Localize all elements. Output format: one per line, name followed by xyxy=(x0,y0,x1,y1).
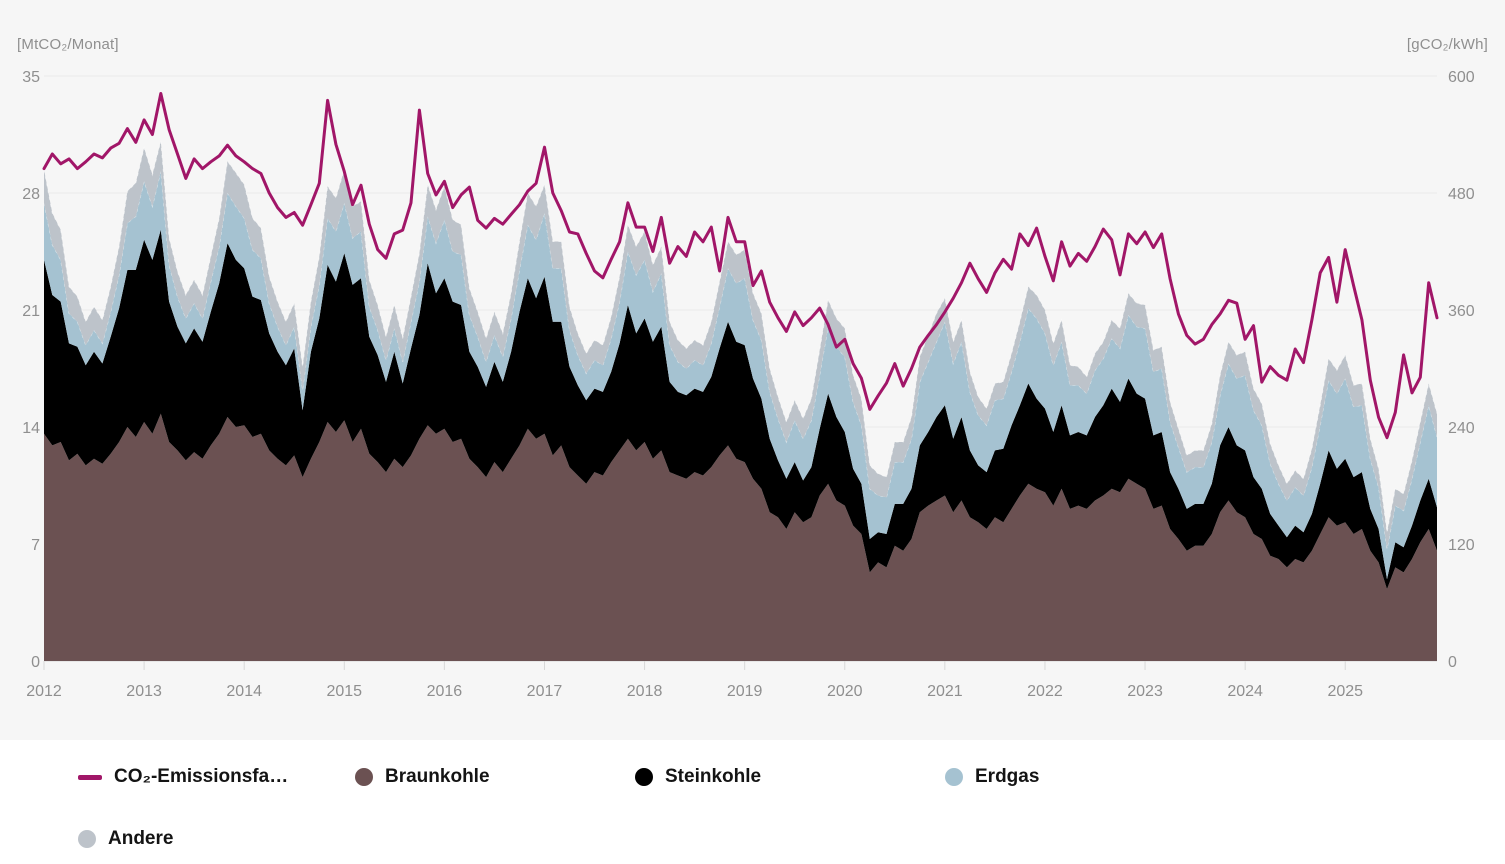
y-axis-left-tick-label: 0 xyxy=(31,654,40,671)
y-axis-left-tick-label: 14 xyxy=(22,420,40,437)
y-axis-right-tick-label: 480 xyxy=(1448,186,1475,203)
x-axis-year-label: 2024 xyxy=(1227,683,1263,700)
right-axis-unit-label: [gCO₂/kWh] xyxy=(1406,36,1488,53)
y-axis-left-tick-label: 7 xyxy=(31,537,40,554)
x-axis-year-label: 2017 xyxy=(527,683,563,700)
legend-circle-marker-icon xyxy=(945,768,963,786)
y-axis-left-tick-label: 35 xyxy=(22,69,40,86)
y-axis-left-tick-label: 28 xyxy=(22,186,40,203)
x-axis-year-label: 2014 xyxy=(226,683,262,700)
chart-legend: CO₂-Emissionsfa… Braunkohle Steinkohle Erdg… xyxy=(0,740,1505,864)
legend-circle-marker-icon xyxy=(635,768,653,786)
legend-line-marker-icon xyxy=(78,774,102,780)
y-axis-left-tick-label: 21 xyxy=(22,303,40,320)
area-erdgas[interactable] xyxy=(44,171,1437,580)
left-axis-unit-label: [MtCO₂/Monat] xyxy=(17,36,119,53)
plot-area[interactable]: 0 7 14 21 28 35 0 120 240 360 480 600 2012 2013 2014 20… xyxy=(0,0,1505,740)
x-axis-year-label: 2013 xyxy=(126,683,162,700)
y-axis-right-tick-label: 360 xyxy=(1448,303,1475,320)
legend-item-label: CO₂-Emissionsfa… xyxy=(114,766,289,787)
legend-item-braunkohle[interactable]: Braunkohle xyxy=(355,764,490,790)
chart-card: [MtCO₂/Monat] [gCO₂/kWh] 0 7 14 21 28 35 0 120 2… xyxy=(0,0,1505,740)
x-axis-year-label: 2021 xyxy=(927,683,963,700)
legend-item-label: Erdgas xyxy=(975,766,1040,787)
area-braunkohle[interactable] xyxy=(44,413,1437,661)
x-axis-year-label: 2022 xyxy=(1027,683,1063,700)
x-axis-year-label: 2015 xyxy=(326,683,362,700)
legend-item-co-emissionsfa-[interactable]: CO₂-Emissionsfa… xyxy=(78,764,288,790)
legend-circle-marker-icon xyxy=(355,768,373,786)
x-axis-year-label: 2020 xyxy=(827,683,863,700)
y-axis-right-tick-label: 240 xyxy=(1448,420,1475,437)
legend-circle-marker-icon xyxy=(78,830,96,848)
legend-item-label: Steinkohle xyxy=(665,766,762,787)
x-axis-year-label: 2023 xyxy=(1127,683,1163,700)
y-axis-right-tick-label: 600 xyxy=(1448,69,1475,86)
legend-item-label: Andere xyxy=(108,828,174,849)
x-axis-year-label: 2019 xyxy=(727,683,763,700)
line-co2-emissionsfaktor[interactable] xyxy=(42,92,1439,440)
area-steinkohle[interactable] xyxy=(44,229,1437,590)
x-axis-year-label: 2018 xyxy=(627,683,663,700)
x-axis-year-label: 2012 xyxy=(26,683,62,700)
legend-item-andere[interactable]: Andere xyxy=(78,826,173,852)
y-axis-right-tick-label: 120 xyxy=(1448,537,1475,554)
legend-item-steinkohle[interactable]: Steinkohle xyxy=(635,764,761,790)
legend-item-erdgas[interactable]: Erdgas xyxy=(945,764,1039,790)
legend-item-label: Braunkohle xyxy=(385,766,490,787)
x-axis-year-label: 2016 xyxy=(427,683,463,700)
area-top-edge xyxy=(43,141,1438,533)
y-axis-right-tick-label: 0 xyxy=(1448,654,1457,671)
x-axis-year-label: 2025 xyxy=(1327,683,1363,700)
